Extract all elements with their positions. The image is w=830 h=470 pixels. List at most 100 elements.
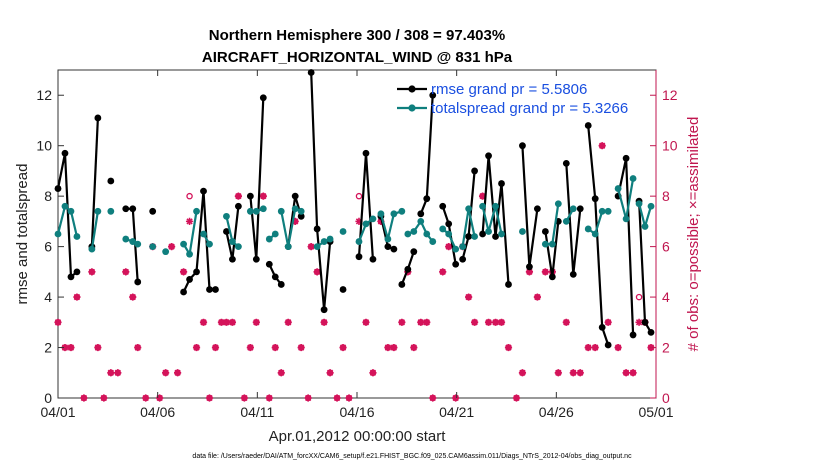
y-tick-label: 0: [44, 390, 52, 406]
totalspread-point: [200, 230, 207, 238]
obs-assimilated-point: [265, 394, 273, 402]
obs-assimilated-glyph: [369, 369, 377, 377]
rmse-point: [320, 306, 328, 314]
obs-assimilated-glyph: [234, 192, 242, 200]
obs-assimilated-point: [471, 318, 479, 326]
y2-tick-label: 8: [662, 188, 670, 204]
obs-assimilated-point: [478, 192, 487, 200]
obs-assimilated-glyph: [326, 369, 334, 377]
obs-assimilated-glyph: [107, 369, 115, 377]
rmse-point: [291, 192, 299, 200]
y2-tick-label: 0: [662, 390, 670, 406]
totalspread-point: [647, 202, 655, 210]
totalspread-point: [246, 207, 254, 215]
obs-assimilated-glyph: [129, 293, 137, 301]
y2-axis-label: # of obs: o=possible; ×=assimilated: [685, 117, 702, 352]
obs-assimilated-point: [629, 369, 637, 377]
obs-assimilated-glyph: [569, 369, 577, 377]
totalspread-point: [162, 248, 170, 256]
totalspread-point: [622, 215, 630, 223]
rmse-point: [459, 255, 467, 263]
totalspread-point: [614, 185, 622, 192]
obs-assimilated-point: [168, 243, 176, 251]
obs-assimilated-point: [297, 343, 305, 352]
rmse-point: [452, 260, 460, 268]
obs-assimilated-point: [73, 293, 81, 301]
obs-assimilated-glyph: [497, 318, 506, 326]
totalspread-point: [562, 217, 570, 225]
obs-assimilated-point: [604, 318, 612, 326]
obs-assimilated-point: [307, 243, 315, 251]
obs-assimilated-point: [398, 318, 406, 326]
obs-assimilated-glyph: [297, 343, 305, 352]
legend: rmse grand pr = 5.5806 totalspread grand…: [397, 81, 628, 117]
rmse-point: [410, 248, 418, 256]
totalspread-point: [629, 175, 637, 182]
obs-assimilated-point: [94, 343, 102, 352]
obs-assimilated-point: [562, 318, 570, 326]
rmse-point: [465, 233, 473, 240]
obs-assimilated-point: [576, 369, 584, 377]
obs-assimilated-point: [390, 343, 398, 352]
y2-tick-label: 6: [662, 239, 670, 255]
legend-spread-label: totalspread grand pr = 5.3266: [431, 100, 628, 117]
rmse-point: [417, 210, 425, 218]
obs-assimilated-point: [320, 318, 328, 326]
obs-assimilated-point: [439, 268, 447, 276]
rmse-point: [200, 187, 207, 195]
totalspread-point: [313, 243, 321, 251]
totalspread-point: [471, 233, 479, 240]
rmse-point: [548, 273, 556, 281]
totalspread-point: [410, 228, 418, 235]
obs-assimilated-point: [591, 343, 599, 352]
obs-assimilated-glyph: [67, 343, 75, 352]
totalspread-point: [291, 205, 299, 213]
obs-assimilated-glyph: [452, 394, 460, 402]
totalspread-line-segment: [379, 210, 403, 241]
obs-assimilated-glyph: [512, 394, 521, 402]
rmse-point: [369, 255, 377, 263]
obs-assimilated-point: [369, 369, 377, 377]
obs-assimilated-point: [484, 318, 493, 326]
obs-assimilated-point: [622, 369, 630, 377]
rmse-point: [519, 142, 526, 150]
obs-assimilated-point: [377, 217, 385, 225]
obs-assimilated-glyph: [100, 394, 108, 402]
obs-assimilated-point: [491, 318, 500, 326]
totalspread-point: [94, 207, 102, 215]
totalspread-point: [54, 230, 62, 238]
obs-assimilated-glyph: [222, 318, 231, 326]
totalspread-point: [277, 207, 285, 215]
totalspread-point: [569, 205, 577, 213]
obs-assimilated-glyph: [339, 343, 347, 352]
totalspread-point: [229, 238, 236, 245]
rmse-point: [149, 207, 157, 215]
obs-assimilated-point: [504, 343, 513, 352]
totalspread-point: [492, 202, 499, 210]
obs-assimilated-point: [114, 369, 122, 377]
obs-assimilated-point: [205, 394, 214, 402]
totalspread-point: [452, 245, 460, 253]
obs-assimilated-point: [252, 318, 260, 326]
obs-assimilated-glyph: [168, 243, 176, 251]
legend-rmse-marker: [408, 85, 416, 93]
totalspread-point: [398, 207, 406, 215]
obs-assimilated-point: [199, 318, 208, 326]
obs-assimilated-point: [129, 293, 137, 301]
obs-assimilated-glyph: [277, 369, 285, 377]
rmse-point: [562, 159, 570, 167]
obs-assimilated-glyph: [604, 318, 612, 326]
totalspread-point: [465, 205, 473, 213]
obs-possible-point: [186, 192, 193, 200]
y-axis-label: rmse and totalspread: [14, 164, 31, 305]
rmse-point: [73, 268, 81, 276]
totalspread-point: [417, 217, 425, 225]
plot-area: [57, 69, 657, 399]
obs-assimilated-point: [185, 217, 194, 225]
totalspread-point: [498, 230, 505, 238]
obs-assimilated-glyph: [398, 318, 406, 326]
rmse-point: [598, 323, 606, 331]
obs-assimilated-point: [211, 343, 220, 352]
obs-assimilated-point: [333, 394, 341, 402]
totalspread-point: [61, 202, 69, 210]
